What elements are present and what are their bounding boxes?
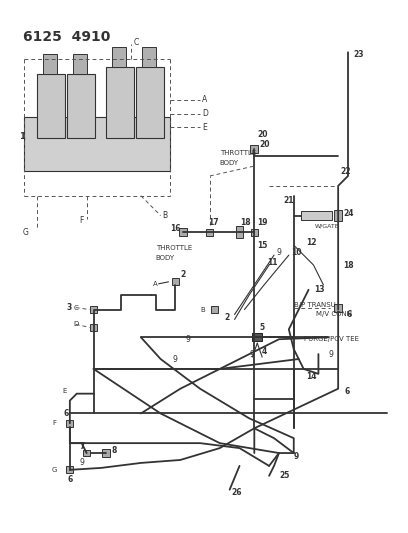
Text: 8: 8 (111, 446, 117, 455)
Text: B: B (162, 211, 168, 220)
Text: 9: 9 (249, 350, 254, 359)
Text: 14: 14 (306, 373, 317, 381)
Bar (251, 146, 258, 153)
Text: 10: 10 (291, 248, 301, 257)
Bar (90, 324, 97, 331)
Text: 6: 6 (344, 387, 349, 396)
Text: 9: 9 (80, 458, 84, 467)
Text: G: G (52, 467, 58, 473)
Bar (172, 278, 179, 285)
Bar (67, 466, 73, 473)
Bar (73, 54, 86, 74)
Text: 18: 18 (240, 218, 251, 227)
Bar (206, 229, 213, 236)
Text: 3: 3 (67, 303, 72, 312)
Text: 11: 11 (267, 257, 277, 266)
Text: 1: 1 (18, 132, 24, 141)
Text: 12: 12 (306, 238, 317, 247)
Text: E: E (62, 387, 67, 394)
Text: 21: 21 (283, 196, 293, 205)
Bar (37, 74, 65, 139)
Bar (43, 54, 57, 74)
Text: 6: 6 (64, 409, 69, 418)
Text: 6: 6 (346, 310, 351, 319)
Text: 24: 24 (343, 209, 354, 218)
Text: PURGE/PCV TEE: PURGE/PCV TEE (304, 336, 359, 342)
Text: BODY: BODY (156, 255, 175, 261)
Text: C: C (134, 38, 139, 47)
Text: C: C (74, 304, 79, 311)
Text: 7: 7 (80, 442, 85, 450)
Text: E: E (202, 123, 207, 132)
Text: B/P TRANSU: B/P TRANSU (294, 302, 335, 308)
Bar (236, 227, 243, 238)
Bar (106, 67, 134, 139)
Text: 22: 22 (340, 166, 350, 175)
Text: 23: 23 (353, 50, 364, 59)
Bar (252, 333, 262, 341)
Text: 25: 25 (279, 471, 289, 480)
Text: 9: 9 (277, 248, 282, 257)
Text: W/GATE: W/GATE (315, 224, 339, 229)
Text: 9: 9 (173, 354, 177, 364)
Bar (211, 306, 218, 313)
Bar (102, 449, 110, 457)
Text: 9: 9 (294, 451, 299, 461)
Text: G: G (22, 228, 29, 237)
Text: 26: 26 (232, 488, 242, 497)
Text: BODY: BODY (220, 160, 239, 166)
Text: THROTTLE: THROTTLE (220, 150, 256, 156)
Text: 9: 9 (328, 350, 333, 359)
Text: A: A (153, 281, 157, 287)
Text: 4: 4 (261, 346, 266, 356)
Text: F: F (80, 216, 84, 225)
Bar (67, 74, 95, 139)
Text: 18: 18 (343, 261, 354, 270)
Bar (67, 420, 73, 427)
Text: 20: 20 (257, 130, 268, 139)
Bar (83, 449, 90, 456)
Bar (136, 67, 164, 139)
Text: 6: 6 (68, 475, 73, 484)
Bar (90, 306, 97, 313)
Bar (334, 304, 342, 311)
Text: 13: 13 (315, 285, 325, 294)
Text: 15: 15 (257, 241, 268, 250)
Bar (180, 229, 187, 236)
Text: A: A (202, 95, 207, 104)
Text: F: F (52, 421, 56, 426)
Bar (334, 209, 342, 222)
Text: 2: 2 (180, 270, 186, 279)
Text: D: D (202, 109, 208, 118)
Text: D: D (74, 321, 79, 327)
Text: 9: 9 (185, 335, 190, 344)
Text: 2: 2 (225, 313, 230, 322)
Text: 19: 19 (257, 218, 268, 227)
Text: 17: 17 (208, 218, 219, 227)
Text: 6125  4910: 6125 4910 (22, 30, 110, 44)
Bar (24, 117, 171, 171)
Text: 16: 16 (171, 224, 181, 233)
Bar (251, 229, 258, 236)
Text: 20: 20 (259, 140, 270, 149)
Text: M/V CONN: M/V CONN (317, 311, 353, 318)
Text: 5: 5 (259, 323, 264, 332)
Text: B: B (200, 306, 205, 312)
Text: THROTTLE: THROTTLE (156, 245, 192, 251)
Bar (112, 47, 126, 67)
Bar (142, 47, 156, 67)
Bar (301, 211, 332, 221)
